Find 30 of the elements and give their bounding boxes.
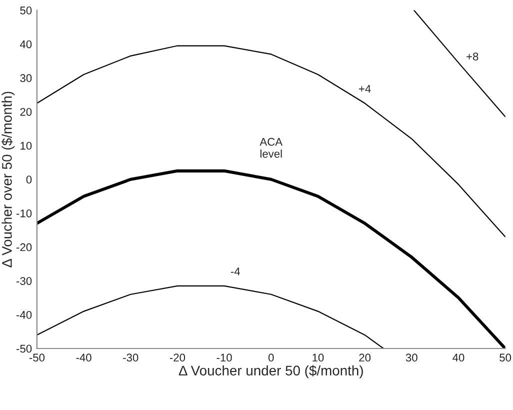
x-tick-label: 40 xyxy=(452,354,464,362)
x-tick-label: 10 xyxy=(312,354,324,362)
y-axis-title: Δ Voucher over 50 ($/month) xyxy=(1,92,15,268)
x-tick-label: -10 xyxy=(216,354,232,362)
y-tick-label: 40 xyxy=(20,40,32,48)
x-tick-label: 30 xyxy=(406,354,418,362)
series-label: -4 xyxy=(230,268,240,276)
y-tick-label: -20 xyxy=(16,243,32,252)
series-label: ACA level xyxy=(260,138,283,158)
x-tick-label: -50 xyxy=(29,354,45,362)
x-tick-label: -40 xyxy=(76,354,92,362)
y-tick-label: 10 xyxy=(20,142,32,150)
line-series xyxy=(36,285,384,348)
y-tick-label: -40 xyxy=(16,310,32,319)
y-tick-label: 0 xyxy=(26,176,32,184)
y-tick-label: 50 xyxy=(20,6,32,14)
x-tick-label: 50 xyxy=(500,354,512,362)
y-tick-label: -10 xyxy=(16,209,32,218)
line-series xyxy=(36,45,506,238)
x-axis-title: Δ Voucher under 50 ($/month) xyxy=(178,365,363,378)
y-tick-label: -50 xyxy=(16,344,32,353)
x-tick-label: -30 xyxy=(123,354,138,362)
x-tick-label: 0 xyxy=(268,354,274,362)
x-tick-label: 20 xyxy=(359,354,371,362)
y-tick-label: 20 xyxy=(20,108,32,116)
y-tick-label: 30 xyxy=(20,74,32,82)
series-label: +8 xyxy=(466,52,478,60)
y-tick-label: -30 xyxy=(16,277,32,285)
series-label: +4 xyxy=(359,84,371,93)
x-tick-label: -20 xyxy=(170,354,186,362)
